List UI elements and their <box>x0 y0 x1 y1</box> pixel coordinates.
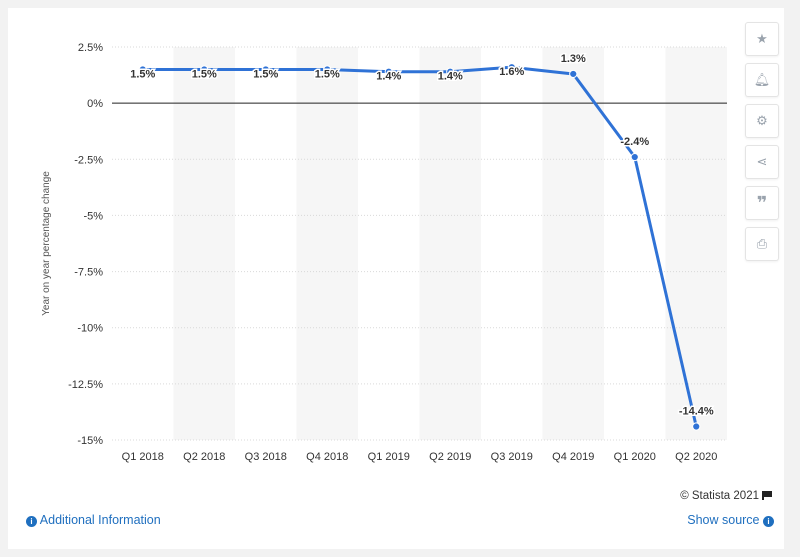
x-tick-label: Q2 2019 <box>429 451 471 463</box>
cite-button[interactable]: ❞ <box>745 186 779 220</box>
column-band <box>419 47 481 440</box>
data-label: 1.5% <box>130 68 155 80</box>
data-point <box>261 65 270 74</box>
additional-information-label: Additional Information <box>39 513 161 527</box>
data-point <box>446 67 455 76</box>
x-tick-label: Q2 2020 <box>675 451 717 463</box>
quote-icon: ❞ <box>756 192 768 213</box>
series-line <box>141 65 698 429</box>
favorite-button[interactable]: ★ <box>745 22 779 56</box>
chart-card: 2.5% 0% -2.5% -5% -7.5% -10% -12.5% -15% Q1 2018… <box>8 8 784 549</box>
data-label: 1.5% <box>192 68 217 80</box>
notification-button[interactable]: 🔔︎ <box>745 63 779 97</box>
show-source-link[interactable]: Show source i <box>687 513 774 527</box>
data-label: -2.4% <box>620 136 649 148</box>
x-tick-label: Q1 2020 <box>614 451 656 463</box>
credit-text: © Statista 2021 <box>680 490 759 502</box>
data-point <box>200 65 209 74</box>
star-icon: ★ <box>756 31 768 46</box>
y-tick-label: -7.5% <box>74 267 103 279</box>
settings-button[interactable]: ⚙ <box>745 104 779 138</box>
data-point <box>569 69 578 79</box>
data-label: 1.5% <box>253 68 278 80</box>
data-label: 1.6% <box>499 66 524 78</box>
x-tick-label: Q2 2018 <box>183 451 225 463</box>
statista-credit[interactable]: © Statista 2021 <box>680 490 774 502</box>
x-tick-label: Q1 2019 <box>368 451 410 463</box>
data-point <box>507 63 516 72</box>
column-band <box>173 47 235 440</box>
y-tick-label: -2.5% <box>74 154 103 166</box>
data-point <box>323 65 332 74</box>
data-label: 1.5% <box>315 68 340 80</box>
y-tick-label: 2.5% <box>78 42 103 54</box>
data-point <box>630 152 639 162</box>
column-band <box>542 47 604 440</box>
share-button[interactable]: ⋖ <box>745 145 779 179</box>
x-tick-label: Q4 2018 <box>306 451 348 463</box>
data-point <box>384 67 393 76</box>
show-source-label: Show source <box>687 513 760 527</box>
bell-icon: 🔔︎ <box>753 72 771 87</box>
print-button[interactable]: ⎙ <box>745 227 779 261</box>
y-tick-label: -15% <box>77 435 103 447</box>
y-tick-label: -10% <box>77 323 103 335</box>
additional-information-link[interactable]: i Additional Information <box>26 513 161 527</box>
info-icon: i <box>763 516 774 527</box>
info-icon: i <box>26 516 37 527</box>
column-band <box>665 47 727 440</box>
flag-icon <box>762 491 774 500</box>
x-tick-label: Q1 2018 <box>122 451 164 463</box>
y-axis-label: Year on year percentage change <box>41 171 52 316</box>
x-tick-label: Q3 2019 <box>491 451 533 463</box>
gear-icon: ⚙ <box>756 113 768 128</box>
y-tick-label: -5% <box>83 210 103 222</box>
data-point <box>692 422 701 431</box>
x-tick-label: Q3 2018 <box>245 451 287 463</box>
data-label: 1.4% <box>438 71 463 83</box>
line-chart: 2.5% 0% -2.5% -5% -7.5% -10% -12.5% -15% Q1 2018… <box>41 42 727 463</box>
data-label: 1.4% <box>376 71 401 83</box>
data-label: -14.4% <box>679 406 714 418</box>
share-icon: ⋖ <box>756 154 768 169</box>
column-band <box>296 47 358 440</box>
print-icon: ⎙ <box>756 236 768 251</box>
y-tick-label: -12.5% <box>68 379 103 391</box>
data-point <box>138 65 147 74</box>
y-tick-label: 0% <box>87 98 103 110</box>
data-label: 1.3% <box>561 53 586 65</box>
x-tick-label: Q4 2019 <box>552 451 594 463</box>
